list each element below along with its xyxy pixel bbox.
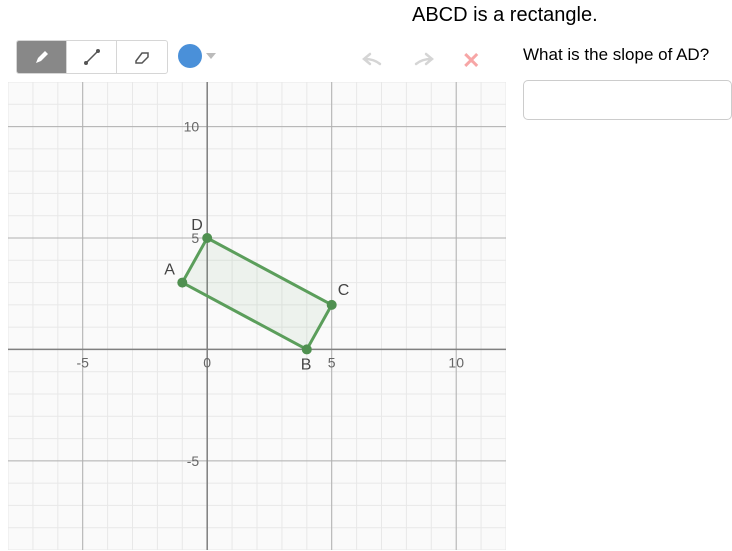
redo-icon	[412, 51, 434, 67]
svg-text:C: C	[338, 282, 350, 299]
svg-text:10: 10	[448, 354, 464, 370]
undo-icon	[362, 51, 384, 67]
svg-text:0: 0	[203, 354, 211, 370]
problem-heading: ABCD is a rectangle.	[412, 4, 598, 27]
line-tool-button[interactable]	[67, 40, 117, 74]
pencil-icon	[34, 49, 50, 65]
line-icon	[83, 48, 101, 66]
redo-button[interactable]	[412, 51, 434, 72]
eraser-icon	[133, 50, 151, 64]
close-button[interactable]: ✕	[462, 48, 480, 74]
pencil-tool-button[interactable]	[17, 40, 67, 74]
svg-text:10: 10	[184, 119, 200, 135]
history-controls: ✕	[362, 48, 480, 74]
svg-text:5: 5	[328, 354, 336, 370]
undo-button[interactable]	[362, 51, 384, 72]
graph-canvas: -50510-5510ABCD	[8, 82, 506, 550]
svg-text:-5: -5	[187, 453, 200, 469]
svg-text:B: B	[301, 356, 312, 373]
chevron-down-icon	[206, 53, 216, 59]
answer-input[interactable]	[523, 80, 732, 120]
close-icon: ✕	[462, 48, 480, 73]
eraser-tool-button[interactable]	[117, 40, 167, 74]
svg-text:D: D	[191, 217, 203, 234]
drawing-toolbar	[16, 40, 168, 74]
color-picker-button[interactable]	[178, 44, 216, 68]
color-swatch-circle	[178, 44, 202, 68]
question-text: What is the slope of AD?	[523, 45, 709, 65]
svg-text:A: A	[164, 262, 175, 279]
svg-text:-5: -5	[76, 354, 89, 370]
coordinate-graph[interactable]: -50510-5510ABCD	[8, 82, 506, 550]
